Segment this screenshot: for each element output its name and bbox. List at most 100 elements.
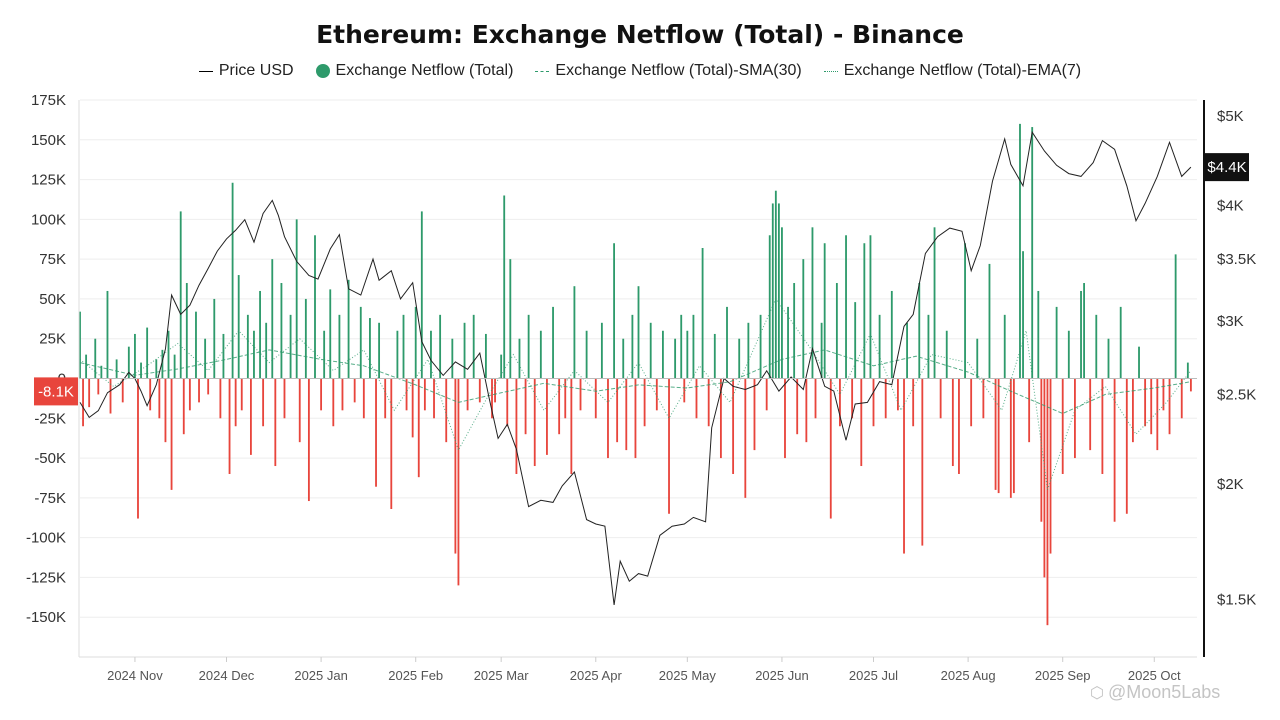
netflow-bar [732, 378, 735, 474]
ema7-line [79, 297, 1192, 491]
netflow-bar [500, 354, 503, 379]
netflow-bar [1055, 306, 1058, 379]
left-tick-label: 150K [31, 132, 66, 149]
netflow-bar [97, 378, 100, 395]
netflow-bar [1022, 251, 1024, 379]
netflow-bar [121, 378, 124, 403]
netflow-bar [1138, 346, 1140, 379]
netflow-bar [945, 330, 948, 379]
netflow-bar [417, 378, 420, 478]
netflow-bar [661, 330, 664, 379]
netflow-bar [338, 314, 341, 379]
left-tick-label: 125K [31, 172, 66, 189]
netflow-bar [167, 330, 170, 379]
x-tick-label: 2024 Dec [199, 668, 255, 683]
netflow-bar [304, 298, 307, 379]
netflow-bar [933, 227, 936, 379]
netflow-bar [353, 378, 356, 403]
netflow-bar [1043, 378, 1046, 578]
netflow-bar [701, 248, 704, 379]
netflow-bar [884, 378, 887, 419]
netflow-bar [787, 306, 789, 379]
netflow-bar [680, 314, 683, 379]
netflow-bar [692, 314, 695, 379]
netflow-bar [906, 322, 908, 379]
netflow-bar [478, 378, 481, 403]
netflow-bar [94, 338, 97, 379]
netflow-bar [683, 378, 686, 403]
netflow-bar [845, 235, 847, 379]
netflow-bar [527, 314, 530, 379]
netflow-bar [863, 243, 866, 379]
legend-item-price[interactable]: Price USD [198, 62, 294, 80]
netflow-bar [466, 378, 469, 411]
netflow-bar [1074, 378, 1076, 459]
netflow-bar [784, 378, 786, 459]
left-tick-label: 100K [31, 211, 66, 228]
netflow-bar [1125, 378, 1128, 514]
netflow-bar [1113, 378, 1116, 522]
ema7-path [79, 297, 1192, 491]
legend-label-price: Price USD [218, 62, 294, 79]
netflow-bar [463, 322, 466, 379]
right-axis-ticks: $5K $4K $3.5K $3K $2.5K $2K $1.5K [1217, 108, 1256, 609]
netflow-bar [1095, 314, 1098, 379]
netflow-bar [1180, 378, 1183, 419]
legend-label-netflow: Exchange Netflow (Total) [335, 62, 514, 79]
netflow-bar [106, 290, 109, 379]
x-axis-ticks: 2024 Nov 2024 Dec 2025 Jan 2025 Feb 2025 Mar… [107, 657, 1181, 683]
legend-item-sma30[interactable]: Exchange Netflow (Total)-SMA(30) [535, 62, 802, 80]
netflow-bar [668, 378, 670, 514]
right-tick-label: $3K [1217, 313, 1244, 330]
netflow-bar [198, 378, 200, 403]
netflow-bar [182, 378, 185, 435]
netflow-bar [240, 378, 243, 411]
netflow-bar [613, 243, 616, 379]
x-tick-label: 2025 Jan [294, 668, 348, 683]
netflow-badge-label: -8.1K [38, 383, 74, 400]
legend-item-ema7[interactable]: Exchange Netflow (Total)-EMA(7) [823, 62, 1081, 80]
netflow-bar [231, 182, 234, 379]
netflow-bar [796, 378, 799, 435]
netflow-bar [1144, 378, 1147, 427]
right-tick-label: $5K [1217, 108, 1244, 125]
netflow-bar [823, 243, 826, 379]
netflow-bar [927, 314, 930, 379]
netflow-bar [860, 378, 863, 467]
netflow-bar [423, 378, 426, 411]
chart-title: Ethereum: Exchange Netflow (Total) - Bin… [316, 20, 964, 49]
x-tick-label: 2025 Apr [570, 668, 623, 683]
netflow-bar [472, 314, 475, 379]
netflow-bar [451, 338, 454, 379]
netflow-bar [375, 378, 377, 487]
x-tick-label: 2025 Mar [474, 668, 530, 683]
x-tick-label: 2025 Jun [755, 668, 809, 683]
netflow-bar [509, 259, 512, 379]
netflow-bar [781, 227, 783, 379]
netflow-bar [1003, 314, 1006, 379]
netflow-bar [753, 378, 756, 451]
netflow-bar [988, 263, 991, 379]
netflow-bar [85, 354, 88, 379]
netflow-bar [207, 378, 210, 395]
chart-axes [78, 100, 1205, 658]
netflow-bar [1168, 378, 1171, 435]
netflow-bar [454, 378, 457, 554]
netflow-bar [768, 235, 771, 379]
x-tick-label: 2025 Sep [1035, 668, 1091, 683]
netflow-bar [164, 378, 167, 443]
netflow-bar [323, 330, 326, 379]
netflow-bar [1150, 378, 1153, 435]
netflow-badge [34, 377, 78, 406]
netflow-bar [546, 378, 548, 455]
netflow-bar [494, 378, 496, 403]
netflow-bar [625, 378, 628, 451]
left-tick-label: -100K [26, 530, 66, 547]
legend-item-netflow[interactable]: Exchange Netflow (Total) [315, 62, 514, 80]
netflow-bar [1189, 378, 1192, 392]
netflow-bar [249, 378, 252, 455]
netflow-bar [649, 322, 652, 379]
netflow-bar [655, 378, 658, 411]
netflow-bar [765, 378, 768, 411]
netflow-bar [918, 283, 921, 379]
